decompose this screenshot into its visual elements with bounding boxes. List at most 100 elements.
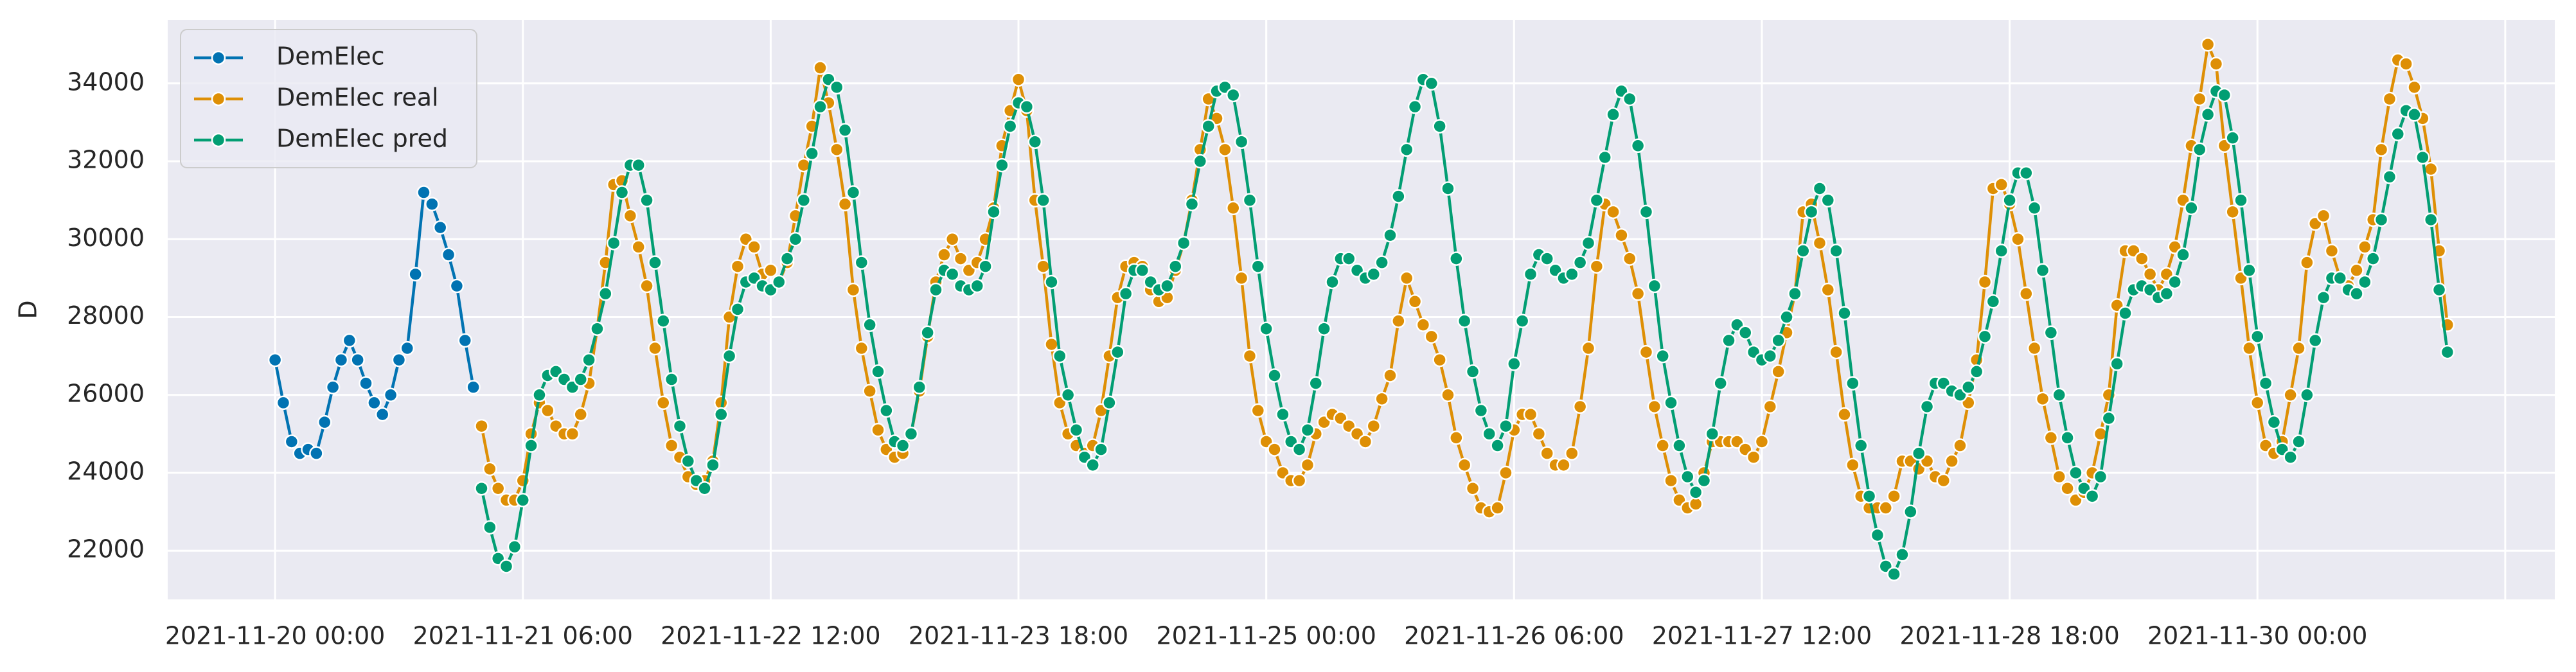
data-point — [1218, 142, 1232, 157]
data-point — [1259, 321, 1274, 336]
data-point — [1399, 270, 1414, 286]
x-tick-label: 2021-11-23 18:00 — [909, 622, 1128, 650]
data-point — [763, 263, 778, 278]
y-tick-label: 30000 — [67, 224, 145, 252]
data-point — [573, 407, 588, 422]
data-point — [2283, 450, 2298, 464]
data-point — [2407, 80, 2422, 95]
data-point — [1234, 270, 1249, 286]
data-point — [1275, 407, 1290, 422]
data-point — [2390, 127, 2406, 141]
data-point — [2283, 387, 2298, 403]
data-point — [309, 446, 324, 461]
data-point — [1639, 344, 1654, 360]
data-point — [1572, 399, 1588, 414]
data-point — [1358, 434, 1373, 449]
data-point — [2192, 91, 2207, 107]
data-point — [1300, 457, 1315, 473]
data-point — [2250, 395, 2265, 411]
data-point — [879, 403, 894, 418]
data-point — [2002, 193, 2017, 208]
data-point — [1829, 344, 1843, 360]
data-point — [2316, 290, 2331, 305]
data-point — [2316, 208, 2331, 224]
data-point — [1498, 418, 1513, 434]
x-tick-label: 2021-11-26 06:00 — [1404, 622, 1624, 650]
data-point — [499, 559, 514, 574]
data-point — [639, 278, 654, 294]
data-point — [1490, 500, 1505, 515]
data-point — [837, 197, 853, 211]
data-point — [2027, 340, 2042, 356]
data-point — [1565, 267, 1579, 282]
data-point — [1696, 473, 1712, 488]
data-point — [2118, 306, 2133, 321]
data-point — [1226, 87, 1241, 103]
data-point — [1292, 442, 1307, 457]
legend-label: DemElec real — [276, 84, 439, 112]
data-point — [1977, 329, 1993, 344]
data-point — [2068, 465, 2083, 481]
data-point — [515, 493, 531, 508]
data-point — [2349, 263, 2364, 278]
data-point — [1754, 434, 1770, 449]
data-point — [2374, 212, 2389, 227]
data-point — [2060, 430, 2075, 445]
data-point — [1498, 465, 1513, 481]
data-point — [1044, 274, 1059, 290]
data-point — [524, 438, 538, 453]
data-point — [432, 220, 448, 235]
data-point — [788, 232, 803, 247]
data-point — [565, 427, 580, 441]
data-point — [1655, 348, 1670, 364]
data-point — [466, 380, 481, 394]
data-point — [449, 278, 465, 294]
data-point — [2307, 333, 2323, 348]
data-point — [1837, 407, 1852, 422]
data-point — [945, 267, 960, 282]
data-point — [1581, 236, 1596, 251]
data-point — [598, 286, 613, 301]
data-point — [1540, 446, 1554, 461]
data-point — [325, 380, 341, 394]
data-point — [2300, 387, 2314, 403]
data-point — [1812, 181, 1827, 196]
data-point — [1391, 314, 1406, 328]
data-point — [648, 340, 662, 356]
data-point — [1053, 348, 1067, 364]
data-point — [1853, 438, 1869, 453]
data-point — [425, 197, 440, 211]
data-point — [912, 380, 927, 394]
data-point — [1936, 473, 1951, 488]
data-point — [2324, 243, 2340, 258]
data-point — [1457, 457, 1472, 473]
data-point — [1168, 259, 1183, 274]
data-point — [391, 352, 407, 367]
data-point — [1407, 294, 1423, 309]
data-point — [342, 333, 357, 348]
data-point — [1589, 193, 1604, 208]
data-point — [507, 539, 522, 554]
data-point — [706, 457, 720, 473]
data-point — [2431, 282, 2447, 297]
data-point — [2365, 251, 2381, 266]
y-tick-label: 32000 — [67, 146, 145, 174]
data-point — [1713, 376, 1728, 391]
data-point — [1895, 547, 1910, 562]
data-point — [1672, 438, 1687, 453]
data-point — [846, 185, 861, 200]
data-point — [2399, 57, 2413, 71]
data-point — [862, 317, 877, 332]
data-point — [928, 282, 943, 297]
data-point — [1795, 243, 1811, 258]
data-point — [2349, 286, 2364, 301]
data-point — [416, 185, 431, 200]
data-point — [903, 427, 919, 441]
data-point — [375, 407, 390, 422]
data-point — [1680, 469, 1695, 484]
data-point — [2358, 274, 2372, 290]
data-point — [1820, 193, 1836, 208]
legend-box — [180, 29, 477, 168]
data-point — [1424, 76, 1439, 91]
